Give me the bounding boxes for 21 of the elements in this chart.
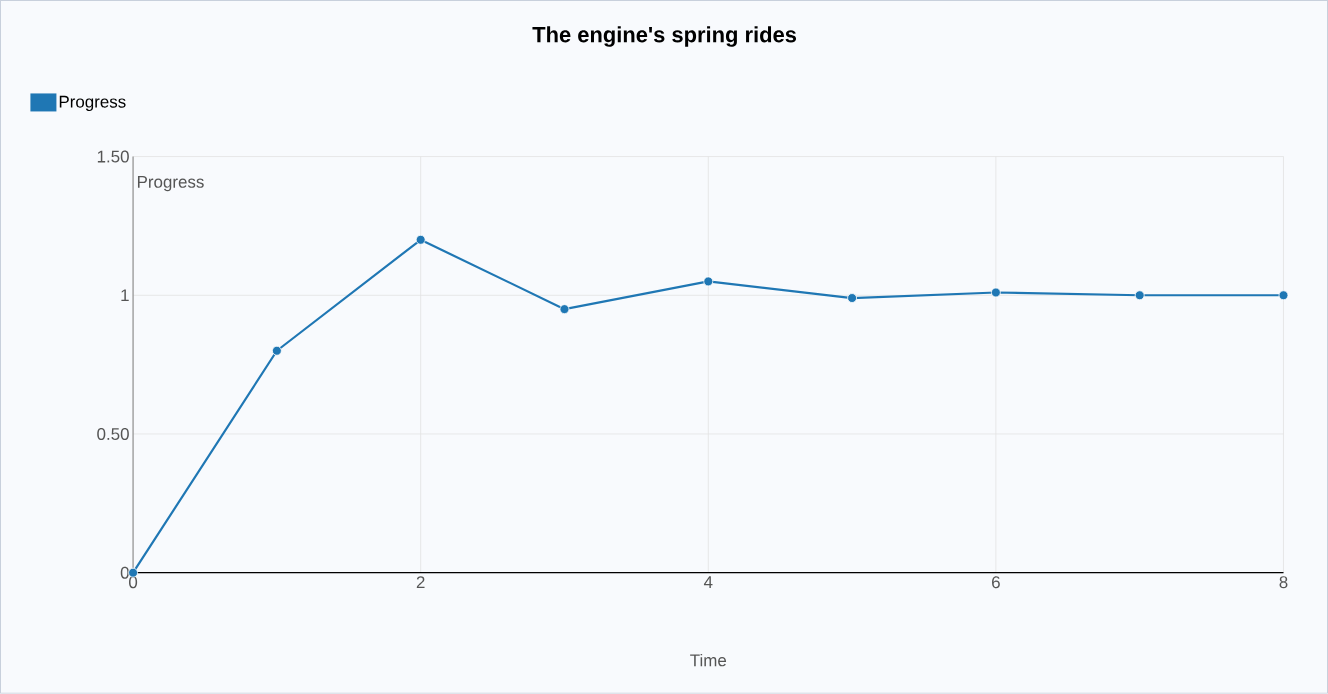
x-tick-label: 6 [992, 576, 1000, 589]
point [271, 345, 282, 356]
point [703, 276, 714, 287]
x-tick-label: 8 [1279, 576, 1288, 589]
point [990, 287, 1001, 298]
point [1278, 290, 1289, 301]
point [415, 235, 426, 245]
legend-label: Progress [59, 95, 126, 112]
y-tick-label: 0.50 [97, 428, 129, 441]
y-axis-title: Progress [137, 176, 204, 192]
x-axis-title: Time [690, 654, 727, 667]
chart-title: The engine's spring rides [532, 26, 797, 47]
x-tick-label: 4 [703, 576, 713, 589]
point [559, 304, 570, 315]
x-tick-label: 0 [129, 576, 138, 589]
x-tick-label: 2 [416, 576, 425, 589]
point [847, 293, 857, 304]
y-tick-label: 1.50 [97, 150, 129, 163]
y-tick-label: 0 [120, 566, 129, 579]
point [1134, 290, 1145, 301]
y-tick-label: 1 [121, 289, 129, 302]
